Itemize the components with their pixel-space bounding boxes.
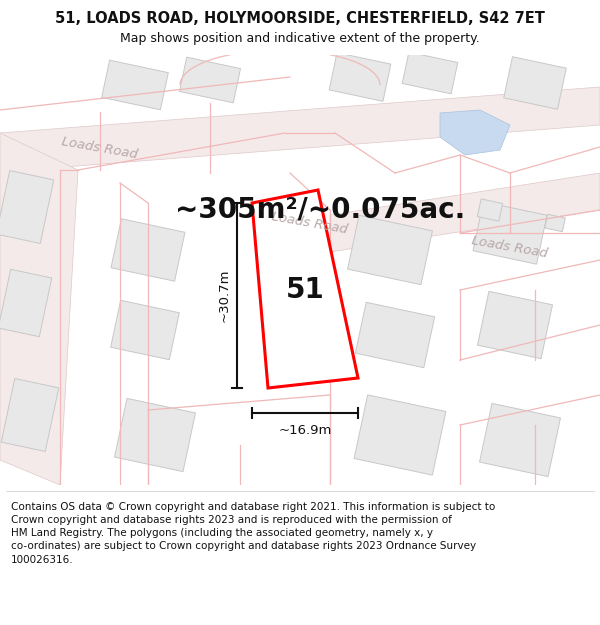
Polygon shape bbox=[545, 214, 565, 232]
Polygon shape bbox=[440, 110, 510, 155]
Polygon shape bbox=[479, 403, 560, 477]
Polygon shape bbox=[0, 133, 78, 485]
Text: 51, LOADS ROAD, HOLYMOORSIDE, CHESTERFIELD, S42 7ET: 51, LOADS ROAD, HOLYMOORSIDE, CHESTERFIE… bbox=[55, 11, 545, 26]
Polygon shape bbox=[115, 398, 196, 472]
Polygon shape bbox=[402, 52, 458, 94]
Polygon shape bbox=[354, 395, 446, 475]
Polygon shape bbox=[478, 199, 503, 221]
Polygon shape bbox=[0, 171, 54, 244]
Polygon shape bbox=[330, 173, 600, 252]
Polygon shape bbox=[179, 57, 241, 103]
Polygon shape bbox=[252, 190, 358, 388]
Polygon shape bbox=[504, 57, 566, 109]
Polygon shape bbox=[329, 52, 391, 101]
Polygon shape bbox=[1, 379, 59, 451]
Polygon shape bbox=[355, 302, 434, 368]
Text: Loads Road: Loads Road bbox=[471, 234, 549, 260]
Polygon shape bbox=[347, 215, 433, 285]
Text: 51: 51 bbox=[286, 276, 325, 304]
Polygon shape bbox=[110, 300, 179, 360]
Text: Map shows position and indicative extent of the property.: Map shows position and indicative extent… bbox=[120, 32, 480, 45]
Text: Loads Road: Loads Road bbox=[61, 135, 139, 161]
Text: Contains OS data © Crown copyright and database right 2021. This information is : Contains OS data © Crown copyright and d… bbox=[11, 502, 495, 564]
Text: ~16.9m: ~16.9m bbox=[278, 424, 332, 436]
Text: Loads Road: Loads Road bbox=[271, 210, 349, 236]
Polygon shape bbox=[0, 269, 52, 337]
Polygon shape bbox=[478, 291, 553, 359]
Polygon shape bbox=[473, 202, 547, 264]
Text: ~305m²/~0.075ac.: ~305m²/~0.075ac. bbox=[175, 196, 465, 224]
Polygon shape bbox=[0, 87, 600, 172]
Polygon shape bbox=[111, 219, 185, 281]
Polygon shape bbox=[102, 60, 168, 110]
Text: ~30.7m: ~30.7m bbox=[218, 269, 230, 322]
